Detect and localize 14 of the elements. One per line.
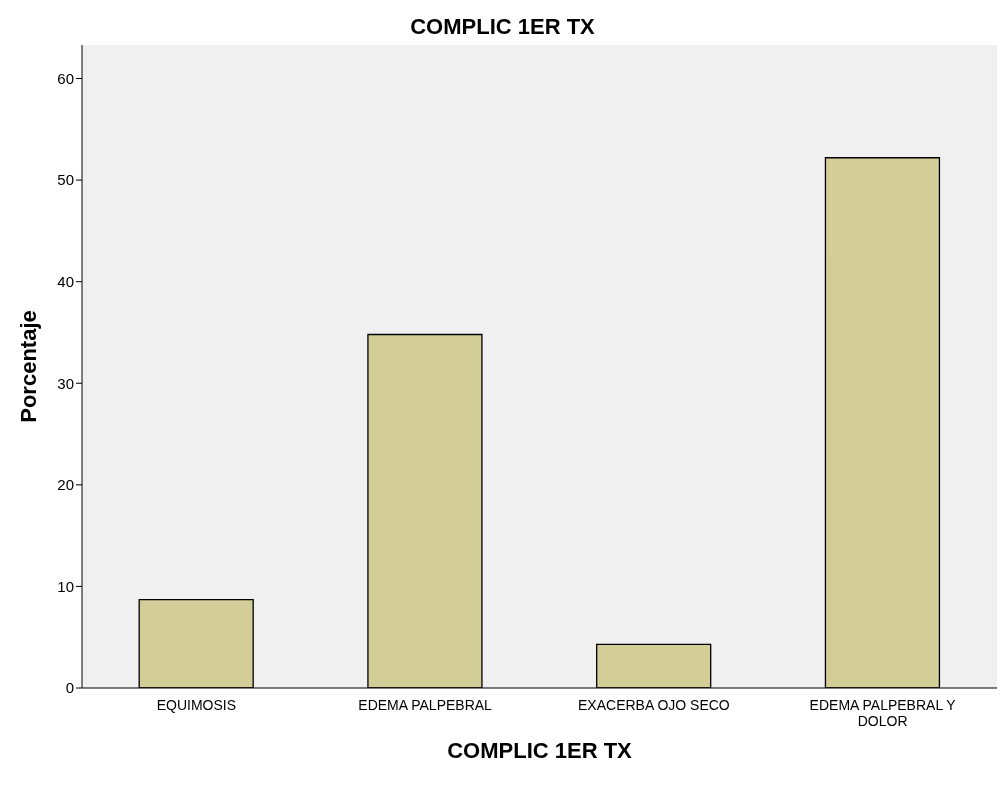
y-tick-label: 0	[65, 679, 74, 697]
y-tick-label: 40	[57, 273, 74, 291]
y-tick-label: 60	[57, 69, 74, 87]
y-tick-label: 20	[57, 476, 74, 494]
chart-title: COMPLIC 1ER TX	[409, 14, 596, 40]
x-axis-title: COMPLIC 1ER TX	[447, 738, 633, 763]
y-tick-label: 10	[57, 577, 74, 595]
x-tick-label: EDEMA PALPEBRAL Y DOLOR	[809, 697, 957, 729]
x-tick-label: EQUIMOSIS	[156, 697, 237, 713]
y-tick-label: 30	[57, 374, 74, 392]
x-tick-label: EDEMA PALPEBRAL	[358, 697, 493, 713]
y-tick-label: 50	[57, 171, 74, 189]
y-axis-title: Porcentaje	[15, 310, 41, 423]
x-tick-label: EXACERBA OJO SECO	[578, 697, 730, 713]
